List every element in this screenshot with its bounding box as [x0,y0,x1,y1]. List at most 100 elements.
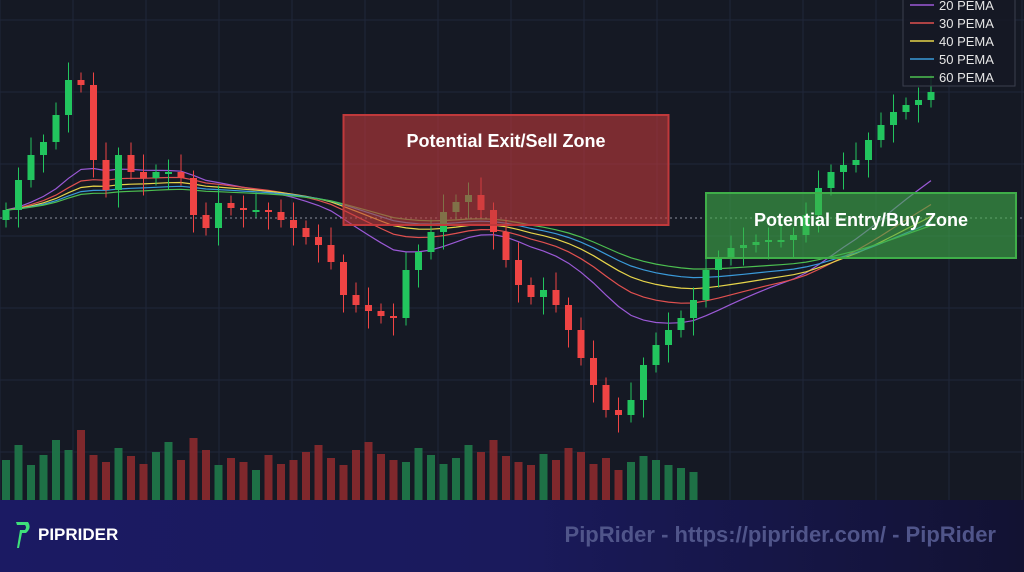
footer-banner: PIPRIDER PipRider - https://piprider.com… [0,500,1024,572]
candle-body [840,165,847,172]
legend-entry: 30 PEMA [939,16,994,31]
candle-body [177,172,185,178]
candle-body [890,112,897,125]
volume-bar [127,456,135,500]
volume-bar [589,464,598,500]
candle-body [352,295,360,305]
volume-bar [277,464,285,500]
candle-body [552,290,560,305]
volume-bar [689,472,698,500]
volume-bar [102,462,110,500]
volume-bar [502,456,510,500]
volume-bar [177,460,185,500]
candle-body [402,270,410,318]
candle-body [265,210,272,212]
volume-bar [39,455,48,500]
candle-body [15,180,22,210]
volume-bar [639,456,648,500]
volume-bar [564,448,573,500]
legend-entry: 20 PEMA [939,0,994,13]
volume-bar [264,455,273,500]
volume-bar [152,452,160,500]
volume-bar [27,465,35,500]
volume-bar [614,470,623,500]
volume-bar [139,464,148,500]
zone-label: Potential Entry/Buy Zone [754,210,968,230]
watermark-text: PipRider - https://piprider.com/ - PipRi… [564,522,996,547]
zone-box [342,114,670,226]
volume-bar [514,462,523,500]
candle-body [140,172,147,178]
candle-body [590,358,597,385]
candle-body [165,172,172,174]
volume-bar [539,454,548,500]
candle-body [240,208,247,210]
candle-body [190,178,197,215]
candle-body [852,160,860,165]
candle-body [202,215,210,228]
volume-bar [627,462,635,500]
candle-body [65,80,72,115]
volume-bar [414,448,423,500]
candle-body [40,142,47,155]
volume-bar [389,460,398,500]
candle-body [115,155,122,190]
zone-label: Potential Exit/Sell Zone [406,131,605,151]
piprider-logo: PIPRIDER [14,520,118,550]
volume-bar [2,460,10,500]
piprider-logo-icon [16,522,30,548]
volume-bar [189,438,198,500]
candle-body [290,220,297,228]
candle-body [427,232,435,252]
legend-entry: 40 PEMA [939,34,994,49]
volume-bar [114,448,123,500]
ema-line-30 [5,176,932,304]
candle-body [652,345,660,365]
brand-name: PIPRIDER [38,525,119,544]
candle-body [377,311,385,316]
volume-bar [289,460,298,500]
volume-bar [664,465,673,500]
candle-body [152,172,160,178]
volume-bar [489,440,498,500]
candle-body [577,330,585,358]
volume-bar [652,460,660,500]
volume-bar [527,465,535,500]
legend-entry: 50 PEMA [939,52,994,67]
candle-body [915,100,922,105]
volume-bar [577,452,585,500]
candle-body [877,125,885,140]
candle-body [602,385,610,410]
candle-body [540,290,547,297]
candle-body [102,160,110,190]
volume-bar [602,458,610,500]
candlestick-chart: Potential Exit/Sell Zone Potential Entry/… [0,0,1024,500]
volume-bar [364,442,373,500]
candle-body [665,330,672,345]
candle-body [27,155,35,180]
candle-body [902,105,910,112]
volume-bar [164,442,173,500]
candle-body [390,316,397,318]
candle-body [277,212,285,220]
volume-bar [239,462,248,500]
candle-body [502,232,510,260]
candle-body [515,260,522,285]
candle-body [690,300,697,318]
volume-bar [477,452,485,500]
volume-bar [52,440,60,500]
volume-bar [302,452,310,500]
volume-bar [214,465,223,500]
volume-bar [252,470,260,500]
zone-box [705,192,1017,259]
candle-body [640,365,647,400]
volume-bar [677,468,685,500]
volume-bar [227,458,235,500]
volume-bar [352,450,360,500]
volume-bar [464,445,473,500]
candle-body [715,258,722,270]
candle-body [302,228,310,237]
volume-bar [339,465,348,500]
volume-bar [327,458,335,500]
candle-body [627,400,635,415]
